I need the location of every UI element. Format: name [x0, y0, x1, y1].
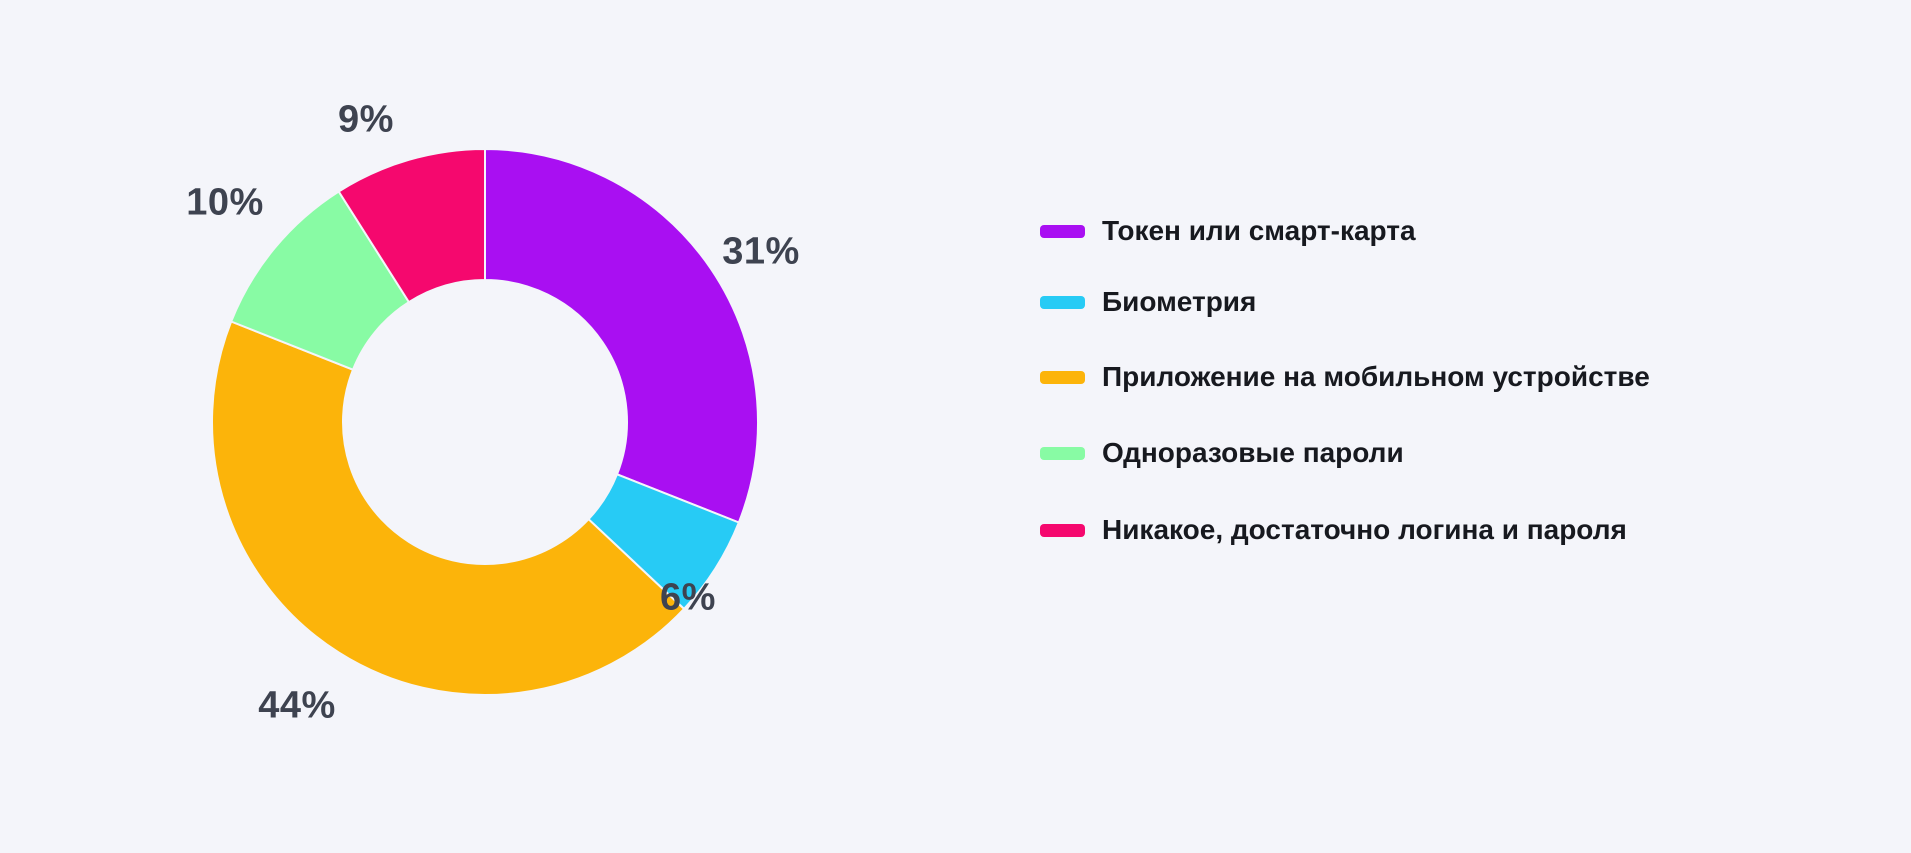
legend-swatch-otp	[1040, 446, 1085, 460]
legend-item-none: Никакое, достаточно логина и пароля	[1040, 513, 1627, 547]
legend-swatch-none	[1040, 523, 1085, 537]
legend-label-token: Токен или смарт-карта	[1102, 215, 1416, 246]
legend-item-token: Токен или смарт-карта	[1040, 214, 1416, 248]
legend-item-otp: Одноразовые пароли	[1040, 436, 1404, 470]
legend-swatch-mobile-app	[1040, 370, 1085, 384]
slice-percent-label-otp: 10%	[186, 181, 264, 224]
slice-percent-label-token: 31%	[722, 230, 800, 273]
chart-legend: Токен или смарт-карта Биометрия Приложен…	[1040, 0, 1840, 853]
legend-swatch-token	[1040, 224, 1085, 238]
slice-percent-label-none: 9%	[338, 98, 394, 141]
legend-label-none: Никакое, достаточно логина и пароля	[1102, 514, 1627, 545]
legend-item-mobile-app: Приложение на мобильном устройстве	[1040, 360, 1650, 394]
slice-percent-label-biometry: 6%	[660, 576, 716, 619]
legend-item-biometry: Биометрия	[1040, 285, 1256, 319]
legend-label-biometry: Биометрия	[1102, 286, 1257, 317]
legend-swatch-biometry	[1040, 295, 1085, 309]
legend-label-otp: Одноразовые пароли	[1102, 437, 1404, 468]
slice-percent-label-mobile-app: 44%	[258, 684, 336, 727]
legend-label-mobile-app: Приложение на мобильном устройстве	[1102, 361, 1650, 392]
